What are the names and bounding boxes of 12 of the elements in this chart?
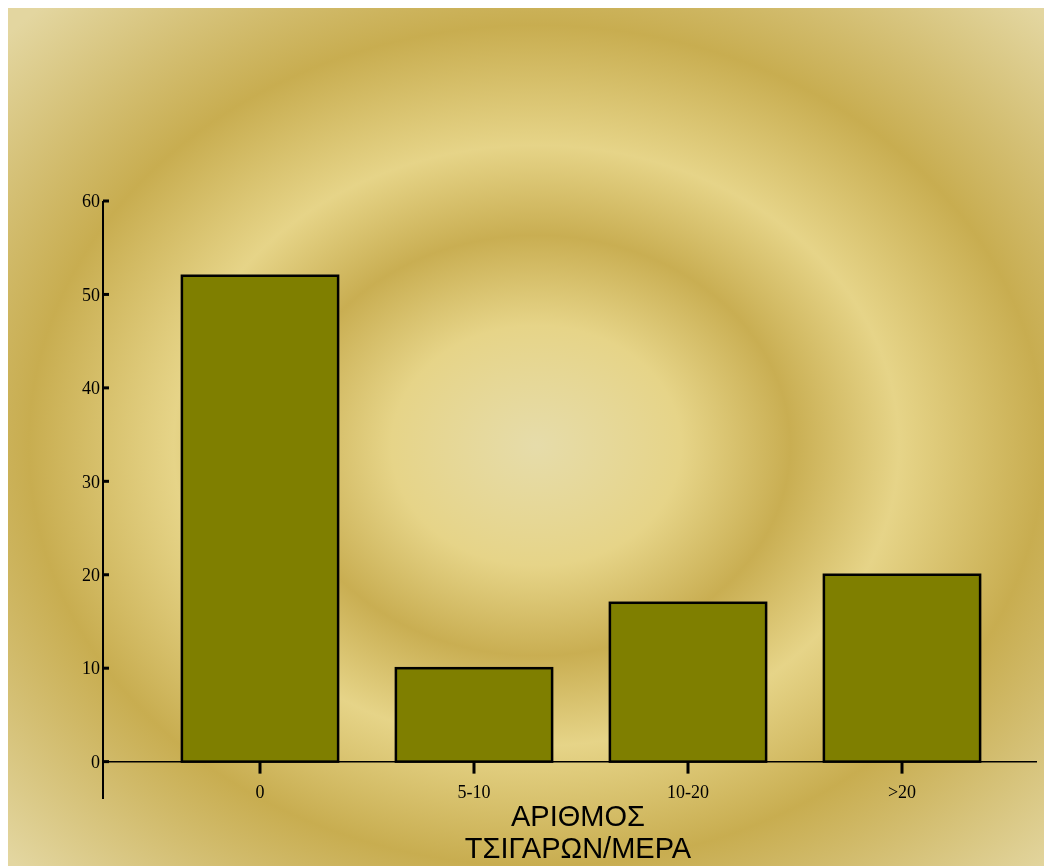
x-tick-label: 10-20	[667, 781, 709, 802]
x-tick-label: 5-10	[457, 781, 491, 802]
x-tick-label: 0	[255, 781, 265, 802]
y-tick-label: 20	[82, 565, 100, 586]
y-tick-label: 0	[91, 751, 100, 772]
y-tick-label: 60	[82, 191, 100, 212]
x-tick-label: >20	[887, 781, 917, 802]
y-tick-label: 30	[82, 471, 100, 492]
y-tick-label: 10	[82, 658, 100, 679]
y-tick-label: 40	[82, 378, 100, 399]
x-axis-title: ΑΡΙΘΜΟΣ ΤΣΙΓΑΡΩΝ/ΜΕΡΑ	[464, 800, 692, 864]
y-tick-label: 50	[82, 284, 100, 305]
